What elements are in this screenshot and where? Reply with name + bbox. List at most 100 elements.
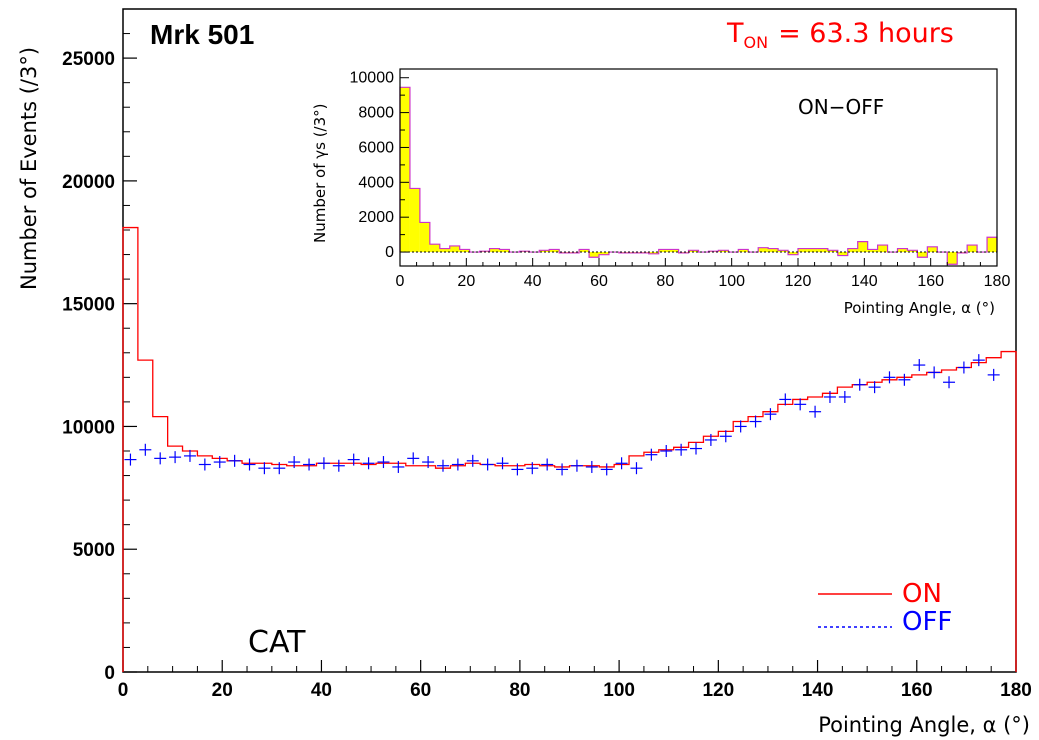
inset-title: ON−OFF (798, 95, 884, 119)
y-tick-label: 20000 (62, 172, 115, 193)
off-data-point (585, 460, 598, 473)
y-tick-label: 0 (104, 663, 115, 684)
off-data-point (690, 442, 703, 455)
main-series-layer (122, 226, 1017, 672)
excess-bar (539, 250, 550, 253)
off-data-point (407, 452, 420, 465)
off-data-point (779, 393, 792, 406)
off-data-point (362, 457, 375, 470)
off-data-point (794, 398, 807, 411)
off-data-point (883, 371, 896, 384)
off-data-point (556, 463, 569, 476)
inset-x-tick-label: 60 (590, 273, 608, 290)
y-tick-label: 5000 (73, 540, 115, 561)
off-data-point (928, 366, 941, 379)
x-tick-label: 140 (802, 680, 834, 701)
x-tick-label: 0 (118, 680, 129, 701)
off-data-point (704, 433, 717, 446)
ton-subscript: ON (744, 33, 769, 52)
off-data-point (392, 460, 405, 473)
excess-bar (758, 247, 769, 253)
inset-plot-frame (399, 68, 998, 267)
excess-bar (589, 252, 599, 258)
inset-y-axis-label: Number of γs (/3°) (311, 103, 329, 243)
excess-bar (817, 248, 828, 253)
off-data-point (570, 459, 583, 472)
off-data-point (764, 408, 777, 421)
x-tick-label: 40 (311, 680, 332, 701)
off-data-point (898, 373, 911, 386)
excess-bar (847, 248, 858, 253)
excess-bar (549, 249, 560, 253)
off-data-point (139, 443, 152, 456)
excess-bar (599, 252, 609, 255)
source-label: Mrk 501 (150, 19, 254, 50)
off-data-point (541, 458, 554, 471)
off-data-point (332, 459, 345, 472)
excess-bar (668, 249, 679, 253)
excess-bar (688, 250, 699, 253)
off-data-point (645, 448, 658, 461)
x-tick-label: 180 (1000, 680, 1032, 701)
inset-y-tick-label: 0 (385, 244, 394, 261)
excess-bar (489, 248, 500, 253)
off-data-point (660, 445, 673, 457)
off-data-point (377, 456, 390, 469)
excess-bar (837, 252, 848, 256)
off-data-point (734, 420, 747, 433)
off-data-point (317, 457, 330, 470)
off-data-point (481, 458, 494, 471)
inset-x-tick-label: 20 (457, 273, 475, 290)
inset-background (400, 69, 997, 266)
off-data-point (675, 443, 688, 456)
excess-bar (459, 249, 470, 253)
excess-bar (827, 250, 838, 253)
excess-bar (927, 246, 938, 253)
x-tick-label: 60 (410, 680, 431, 701)
inset-x-tick-label: 80 (656, 273, 674, 290)
off-data-point (466, 454, 479, 467)
off-data-point (526, 462, 539, 475)
x-tick-label: 100 (603, 680, 635, 701)
inset-x-tick-label: 120 (785, 273, 812, 290)
on-histogram-line (122, 226, 1017, 672)
inset-y-tick-label: 6000 (358, 139, 394, 156)
excess-bar (768, 248, 779, 253)
excess-bar (877, 245, 888, 253)
excess-bar (648, 252, 659, 254)
excess-outline (399, 86, 998, 265)
off-data-point (913, 359, 926, 372)
off-data-point (243, 458, 256, 471)
off-data-point (600, 463, 613, 476)
x-tick-label: 120 (702, 680, 734, 701)
main-axes: 0 20 40 60 80 100 120 140 160 1800500010000150002… (62, 8, 1032, 701)
off-data-point (496, 457, 509, 470)
excess-bar (778, 250, 789, 253)
excess-bar (857, 241, 868, 253)
excess-bar (947, 252, 958, 265)
off-data-point (347, 453, 360, 466)
inset-y-tick-label: 2000 (358, 209, 394, 226)
off-data-point (273, 462, 286, 475)
off-data-point (957, 361, 970, 374)
off-data-point (258, 462, 271, 475)
inset-x-tick-label: 100 (718, 273, 745, 290)
off-data-point (630, 462, 643, 475)
excess-bar (429, 244, 440, 253)
off-data-point (213, 456, 226, 469)
inset-series-layer (399, 86, 998, 265)
inset-x-axis-label: Pointing Angle, α (°) (844, 299, 995, 317)
y-tick-label: 15000 (62, 295, 115, 316)
off-data-point (972, 354, 985, 367)
excess-bar (807, 248, 818, 253)
off-data-point (987, 368, 1000, 381)
off-data-point (288, 456, 301, 469)
excess-bar (579, 249, 590, 253)
ton-label: TON = 63.3 hours (726, 18, 954, 52)
off-data-point (853, 378, 866, 391)
off-data-point (198, 458, 211, 471)
off-data-point (823, 390, 836, 403)
x-tick-label: 160 (901, 680, 933, 701)
excess-bar (788, 252, 798, 255)
